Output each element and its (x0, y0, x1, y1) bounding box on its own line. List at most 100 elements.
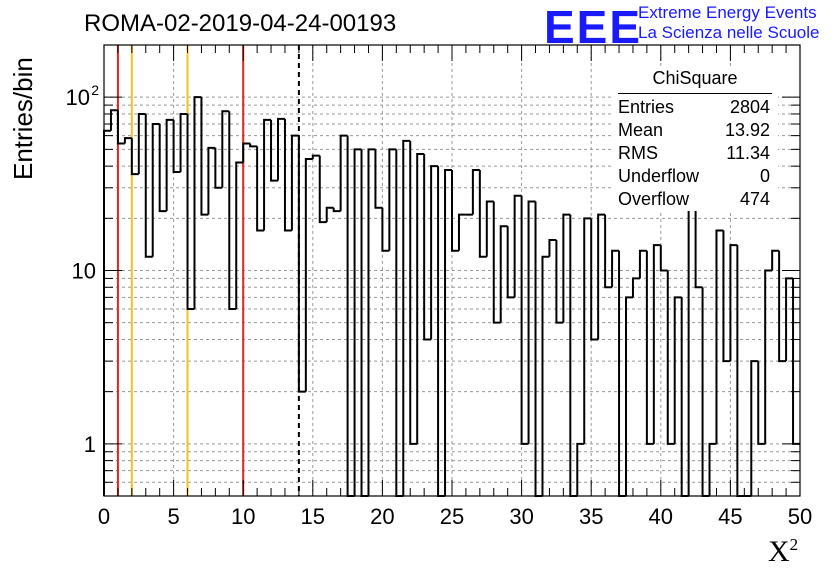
histogram-bin (207, 146, 216, 215)
x-tick-label: 15 (301, 504, 325, 529)
stats-row-rms: RMS 11.34 (612, 142, 778, 165)
histogram-bin (339, 134, 348, 212)
histogram-bin (471, 169, 480, 215)
histogram-bin (242, 142, 251, 163)
histogram-bin (625, 296, 633, 496)
histogram-bin (277, 117, 285, 181)
histogram-bin (659, 245, 668, 272)
histogram-bin (485, 200, 494, 257)
histogram-bin (527, 200, 536, 444)
x-tick-label: 10 (231, 504, 255, 529)
y-tick-label: 10 (72, 259, 96, 284)
histogram-bin (694, 190, 703, 289)
histogram-bin (645, 250, 654, 445)
histogram-bin (715, 229, 724, 444)
stats-value: 11.34 (726, 143, 770, 163)
histogram-bin (416, 153, 425, 444)
histogram-bin (430, 165, 439, 340)
histogram-bin (778, 250, 787, 363)
x-tick-label: 5 (167, 504, 179, 529)
stats-box: ChiSquare Entries 2804 Mean 13.92 RMS 11.34… (612, 68, 778, 211)
x-axis-label-superscript: 2 (789, 535, 799, 554)
histogram-bin (506, 226, 515, 299)
logo-tagline-1: Extreme Energy Events (638, 3, 817, 22)
stats-label: Mean (618, 120, 664, 140)
histogram-bin (736, 245, 745, 497)
x-tick-label: 20 (370, 504, 394, 529)
histogram-bin (402, 139, 411, 496)
histogram-bin (151, 123, 160, 257)
histogram-bin (332, 207, 341, 213)
histogram-bin (186, 113, 195, 310)
stats-value: 0 (759, 166, 770, 186)
histogram-bin (513, 194, 522, 298)
histogram-bin (555, 239, 564, 324)
x-tick-label: 40 (649, 504, 673, 529)
y-tick-label: 10 (66, 85, 90, 110)
histogram-bin (478, 170, 487, 258)
histogram-bin (590, 218, 599, 341)
histogram-bin (116, 110, 125, 145)
stats-label: RMS (618, 143, 658, 163)
x-axis-label-text: X (768, 535, 790, 568)
histogram-bin (771, 249, 780, 271)
histogram-bin (597, 213, 606, 340)
histogram-bin (109, 109, 118, 131)
eee-logo: EEE (544, 1, 643, 53)
stats-label: Underflow (618, 166, 700, 186)
histogram-bin (569, 214, 578, 497)
stats-label: Overflow (618, 189, 690, 209)
y-tick-label-exponent: 2 (91, 82, 99, 98)
stats-row-mean: Mean 13.92 (612, 119, 778, 142)
histogram-bin (214, 147, 223, 189)
histogram-bin (130, 138, 139, 176)
histogram-bin (785, 277, 794, 362)
histogram-bin (283, 118, 292, 232)
x-tick-label: 35 (579, 504, 603, 529)
x-tick-label: 30 (509, 504, 533, 529)
histogram-bin (548, 238, 557, 257)
histogram-bin (722, 230, 731, 363)
stats-label: Entries (618, 97, 675, 117)
histogram-bin (290, 134, 299, 231)
histogram-bin (499, 225, 508, 323)
histogram-bin (444, 169, 452, 496)
histogram-bin (576, 442, 585, 496)
stats-value: 2804 (729, 97, 770, 117)
histogram-bin (158, 124, 167, 213)
histogram-bin (687, 189, 696, 496)
histogram-bin (325, 206, 334, 223)
histogram-bin (492, 201, 501, 324)
histogram-bin (541, 255, 550, 496)
histogram-bin (179, 112, 188, 173)
histogram-bin (673, 296, 682, 444)
histogram-bin (144, 113, 153, 258)
histogram-bin (165, 118, 174, 212)
histogram-bin (304, 157, 313, 392)
x-tick-label: 25 (440, 504, 464, 529)
histogram-bin (318, 155, 327, 224)
stats-value: 474 (739, 189, 770, 209)
histogram-bin (750, 360, 759, 496)
y-axis-label: Entries/bin (8, 57, 38, 180)
histogram-bin (263, 118, 272, 231)
histogram-bin (409, 140, 418, 445)
histogram-bin (311, 154, 320, 159)
x-tick-label: 0 (98, 504, 110, 529)
histogram-bin (638, 249, 647, 279)
histogram-bin (666, 270, 675, 445)
stats-title: ChiSquare (618, 68, 772, 94)
stats-row-underflow: Underflow 0 (612, 165, 778, 188)
histogram-bin (680, 297, 689, 497)
chart-title: ROMA-02-2019-04-24-00193 (84, 10, 397, 37)
histogram-bin (200, 97, 209, 216)
histogram-bin (270, 119, 278, 182)
histogram-bin (123, 137, 132, 144)
histogram-bin (604, 214, 613, 289)
histogram-bin (729, 244, 738, 362)
histogram-bin (631, 277, 640, 298)
histogram-bin (249, 143, 258, 148)
axes (103, 44, 801, 497)
